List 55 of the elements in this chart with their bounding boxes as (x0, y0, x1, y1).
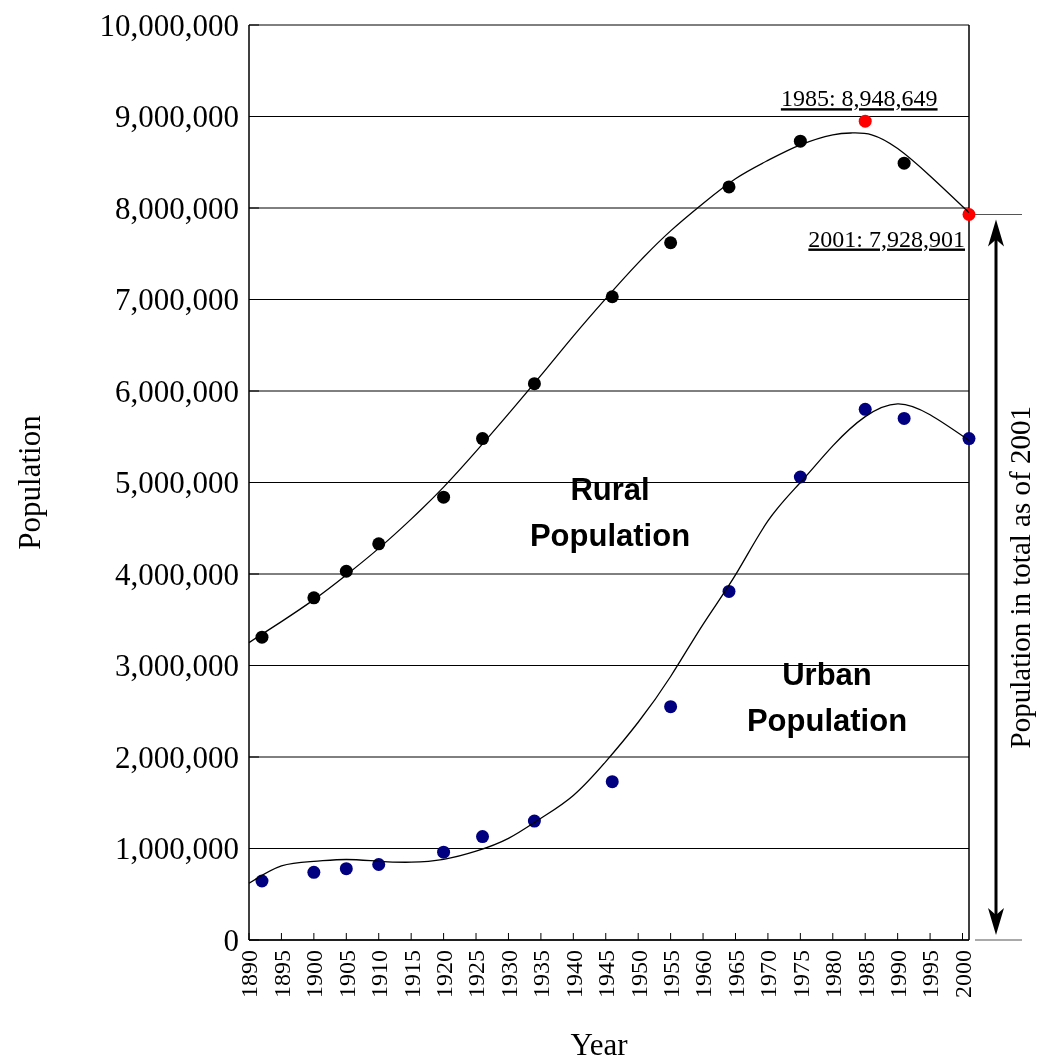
point (307, 865, 321, 879)
x-tick-label: 1980 (820, 950, 847, 998)
x-tick-label: 1995 (917, 950, 944, 998)
point (437, 845, 451, 859)
x-tick-label: 1935 (528, 950, 555, 998)
annotation: 1985: 8,948,649 (780, 85, 938, 112)
x-tick-label: 1950 (625, 950, 652, 998)
point (605, 775, 619, 789)
y-tick-label: 5,000,000 (115, 465, 239, 501)
point (897, 411, 911, 425)
y-tick-label: 10,000,000 (99, 7, 239, 43)
x-tick-label: 1985 (852, 950, 879, 998)
x-tick-label: 1965 (722, 950, 749, 998)
point (339, 862, 353, 876)
x-tick-label: 1955 (658, 950, 685, 998)
point (962, 432, 976, 446)
series-label: Urban Population (746, 657, 908, 738)
point (664, 236, 678, 250)
point (437, 490, 451, 504)
y-tick-label: 9,000,000 (115, 99, 239, 135)
point (858, 402, 872, 416)
x-tick-label: 1990 (885, 950, 912, 998)
point (664, 700, 678, 714)
y-tick-label: 6,000,000 (115, 373, 239, 409)
x-tick-label: 1915 (398, 950, 425, 998)
text: Population in total as of 2001 (1004, 406, 1036, 749)
y-tick-label: 8,000,000 (115, 190, 239, 226)
annotation: 2001: 7,928,901 (808, 225, 965, 252)
x-tick-label: 1895 (268, 950, 295, 998)
y-tick-label: 7,000,000 (115, 282, 239, 318)
series-label: Rural Population (529, 472, 691, 553)
x-tick-label: 1970 (755, 950, 782, 998)
point (962, 208, 976, 222)
x-tick-label: 1900 (301, 950, 328, 998)
x-tick-label: 1945 (593, 950, 620, 998)
y-tick-label: 0 (223, 922, 239, 958)
y-tick-label: 1,000,000 (115, 831, 239, 867)
x-tick-label: 1910 (366, 950, 393, 998)
x-axis-title: Year (570, 1027, 629, 1062)
x-tick-label: 1925 (463, 950, 490, 998)
x-tick-label: 1930 (495, 950, 522, 998)
x-tick-label: 1960 (690, 950, 717, 998)
y-tick-label: 3,000,000 (115, 648, 239, 684)
x-tick-label: 1905 (333, 950, 360, 998)
x-tick-label: 1920 (430, 950, 457, 998)
y-axis-title: Population (12, 414, 47, 550)
x-tick-label: 2000 (949, 950, 976, 998)
point (897, 156, 911, 170)
point (858, 114, 872, 128)
point (476, 830, 490, 844)
y-tick-label: 2,000,000 (115, 739, 239, 775)
x-tick-label: 1975 (787, 950, 814, 998)
y-tick-label: 4,000,000 (115, 556, 239, 592)
x-tick-label: 1940 (560, 950, 587, 998)
x-tick-label: 1890 (236, 950, 263, 998)
